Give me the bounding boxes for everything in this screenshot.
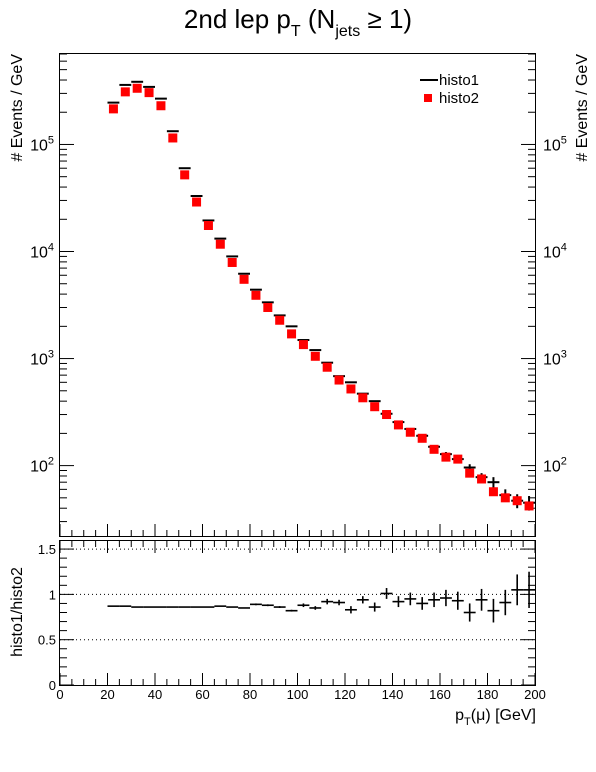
histo2-marker [180,170,190,180]
histo2-marker [441,452,451,462]
histo2-marker [215,239,225,249]
histo2-marker [322,362,332,372]
x-tick-label: 120 [334,687,356,702]
top-y-tick-label-right: 104 [543,242,567,262]
top-ylabel-right: # Events / GeV [574,54,591,162]
histo2-marker [393,420,403,430]
histo2-marker [477,474,487,484]
histo2-marker [488,487,498,497]
top-y-tick-label-right: 105 [543,134,567,154]
ratio-plot-frame [59,540,536,686]
histo2-marker [120,87,130,97]
histo2-marker [429,444,439,454]
histo2-marker [239,274,249,284]
x-tick-label: 160 [429,687,451,702]
histo2-marker [144,88,154,98]
ratio-axis-ticks: 0 0.5 1 1.5 0 20 40 60 80 100 120 140 160 180 200 [38,541,546,702]
histo2-marker [227,257,237,267]
x-tick-label: 180 [477,687,499,702]
legend-histo1-label: histo1 [439,72,479,89]
legend: histo1 histo2 [415,66,525,108]
ratio-y-tick-label: 1.5 [38,542,56,557]
ratio-y-tick-label: 1 [49,587,56,602]
top-y-tick-label-left: 102 [30,456,54,476]
x-tick-label: 40 [148,687,162,702]
histo2-marker [310,351,320,361]
histo2-marker [346,384,356,394]
top-axis-ticks: 102 102 103 103 104 104 105 105 [30,53,567,536]
histo2-marker [417,433,427,443]
histo2-marker [512,496,522,506]
histo2-marker [382,410,392,420]
top-y-tick-label-left: 104 [30,242,54,262]
top-y-tick-label-left: 105 [30,134,54,154]
legend-histo2-marker [424,94,432,102]
histo2-marker [168,133,178,143]
top-ylabel-left: # Events / GeV [9,54,26,162]
histo2-marker [358,393,368,403]
ratio-data-layer [107,571,535,623]
x-tick-label: 200 [524,687,546,702]
histo2-marker [192,197,202,207]
histo2-marker [287,329,297,339]
histo2-marker [453,454,463,464]
top-data-layer [107,80,535,511]
histo2-marker [334,375,344,385]
histo2-marker [275,315,285,325]
top-plot-frame [59,53,536,537]
top-y-tick-label-left: 103 [30,349,54,369]
top-y-tick-label-right: 103 [543,349,567,369]
legend-histo2-label: histo2 [439,90,479,107]
x-tick-label: 80 [243,687,257,702]
histo2-marker [108,104,118,114]
x-tick-label: 20 [100,687,114,702]
chart-title: 2nd lep pT (Njets ≥ 1) [184,4,412,40]
legend-background [415,66,525,108]
x-tick-label: 140 [382,687,404,702]
x-tick-label: 60 [195,687,209,702]
histo2-marker [500,493,510,503]
top-y-tick-label-right: 102 [543,456,567,476]
ratio-y-tick-label: 0 [49,678,56,693]
x-axis-label: pT(μ) [GeV] [455,707,536,728]
ratio-reference-lines [60,548,535,641]
histo2-marker [156,101,166,111]
histo2-marker [405,427,415,437]
histo2-marker [370,402,380,412]
x-tick-label: 100 [287,687,309,702]
histo2-marker [263,302,273,312]
histo2-marker [298,340,308,350]
histo2-marker [465,468,475,478]
histo2-marker [251,290,261,300]
histo2-marker [132,83,142,93]
histo2-marker [203,220,213,230]
histo2-marker [524,501,534,511]
x-tick-label: 0 [56,687,63,702]
ratio-ylabel: histo1/histo2 [9,567,26,657]
ratio-y-tick-label: 0.5 [38,633,56,648]
